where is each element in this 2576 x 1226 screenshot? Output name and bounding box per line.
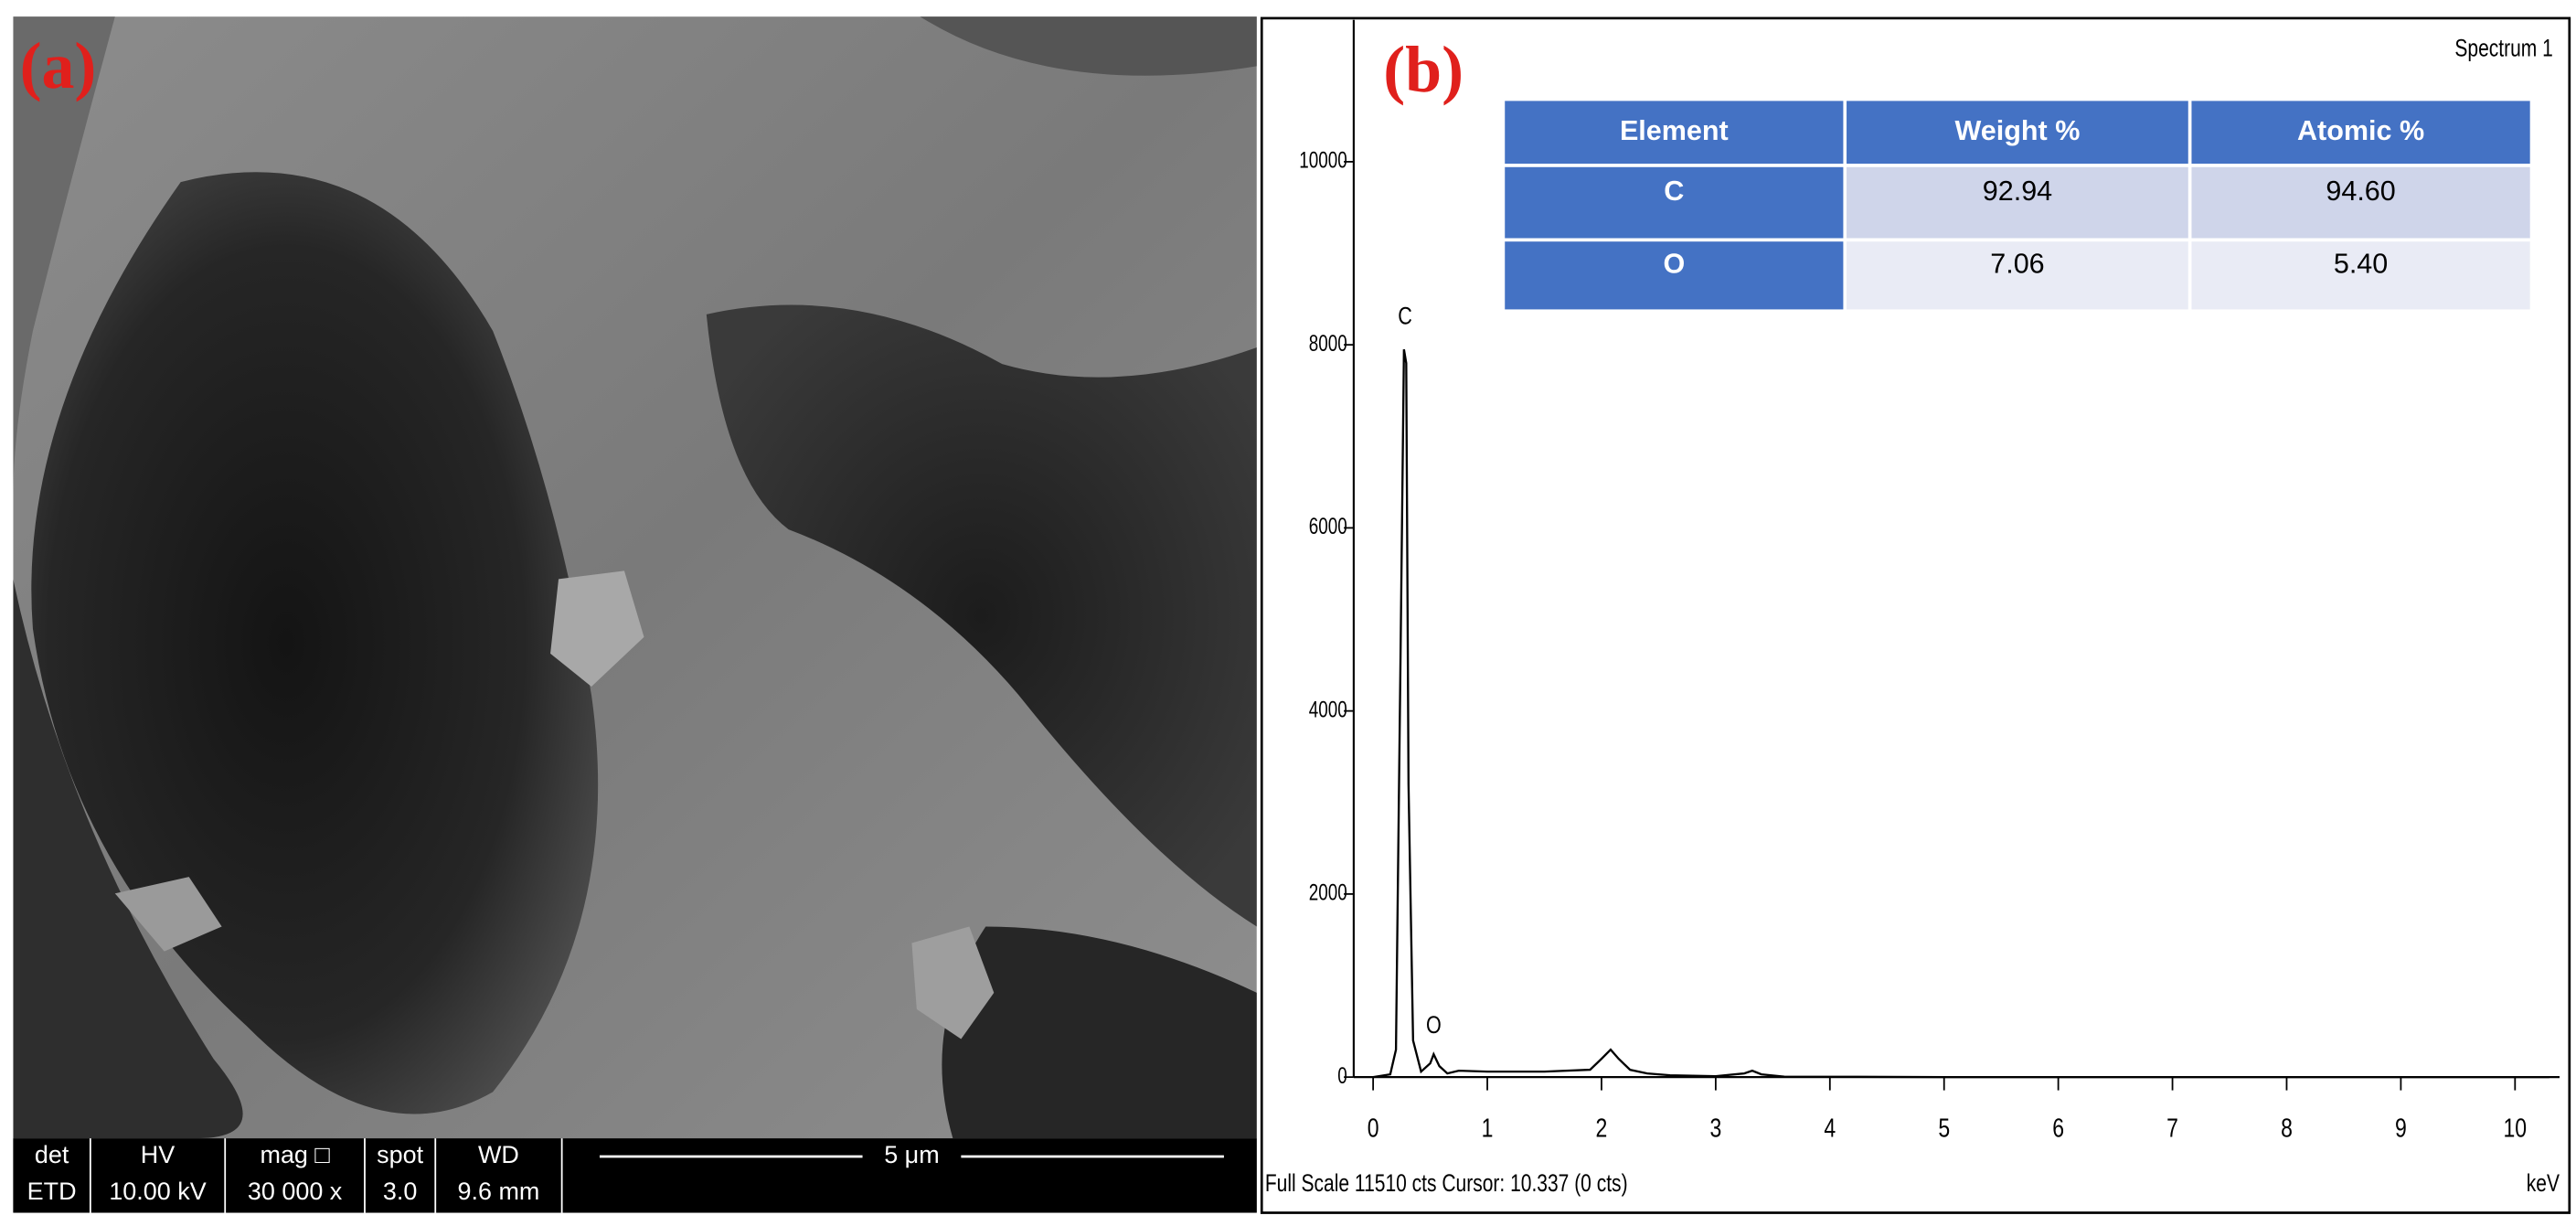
- sem-info-label: spot: [377, 1141, 423, 1168]
- panel-label: (b): [1383, 33, 1464, 106]
- table-header-text: Weight %: [1955, 115, 2081, 146]
- sem-info-value: 9.6 mm: [458, 1178, 540, 1205]
- x-tick-label: 1: [1482, 1113, 1494, 1143]
- scale-bar-label: 5 μm: [884, 1141, 939, 1168]
- table-cell-text: C: [1664, 176, 1684, 207]
- spectrum-line: [1372, 348, 2549, 1079]
- sem-info-label: WD: [478, 1141, 519, 1168]
- panel-label: (a): [20, 29, 97, 102]
- table-cell-text: 94.60: [2326, 176, 2395, 207]
- sem-info-value: 3.0: [383, 1178, 417, 1205]
- x-tick-label: 7: [2166, 1113, 2178, 1143]
- x-unit: keV: [2527, 1169, 2560, 1197]
- table-cell: [1843, 238, 2192, 314]
- sem-info-bar: [13, 1138, 1257, 1213]
- chart-title: Spectrum 1: [2454, 35, 2552, 62]
- table-cell-text: 5.40: [2334, 248, 2388, 279]
- sem-info-value: 10.00 kV: [109, 1178, 206, 1205]
- x-tick-label: 2: [1596, 1113, 1608, 1143]
- sem-info-value: ETD: [27, 1178, 77, 1205]
- y-tick-label: 2000: [1309, 880, 1347, 905]
- sem-image: [13, 16, 1257, 1139]
- y-tick-label: 8000: [1309, 330, 1347, 356]
- chart-footer: Full Scale 11510 cts Cursor: 10.337 (0 c…: [1265, 1169, 1628, 1197]
- y-tick-label: 4000: [1309, 697, 1347, 722]
- sem-info-label: HV: [141, 1141, 175, 1168]
- table-cell: [2187, 164, 2534, 242]
- scale-bar-gap: [862, 1145, 962, 1168]
- table-cell: [2187, 238, 2534, 314]
- x-tick-label: 6: [2052, 1113, 2064, 1143]
- x-tick-label: 0: [1368, 1113, 1379, 1143]
- y-tick-label: 0: [1337, 1062, 1347, 1088]
- x-tick-label: 8: [2281, 1113, 2293, 1143]
- sem-info-label: mag □: [260, 1141, 330, 1168]
- peak-label: C: [1398, 303, 1412, 330]
- table-header-text: Element: [1620, 115, 1729, 146]
- table-cell-text: O: [1663, 248, 1685, 279]
- x-tick-label: 5: [1938, 1113, 1950, 1143]
- y-tick-label: 10000: [1299, 147, 1347, 173]
- y-tick-label: 6000: [1309, 513, 1347, 538]
- sem-info-label: det: [35, 1141, 69, 1168]
- table-cell-text: 92.94: [1983, 176, 2052, 207]
- x-tick-label: 10: [2504, 1113, 2528, 1143]
- x-tick-label: 9: [2395, 1113, 2407, 1143]
- table-cell: [1501, 164, 1847, 242]
- peak-label: O: [1426, 1012, 1442, 1039]
- x-tick-label: 4: [1824, 1113, 1836, 1143]
- table-cell-text: 7.06: [1990, 248, 2044, 279]
- x-tick-label: 3: [1709, 1113, 1721, 1143]
- sem-info-value: 30 000 x: [248, 1178, 343, 1205]
- table-header-text: Atomic %: [2297, 115, 2424, 146]
- table-header-cell: [1843, 97, 2192, 167]
